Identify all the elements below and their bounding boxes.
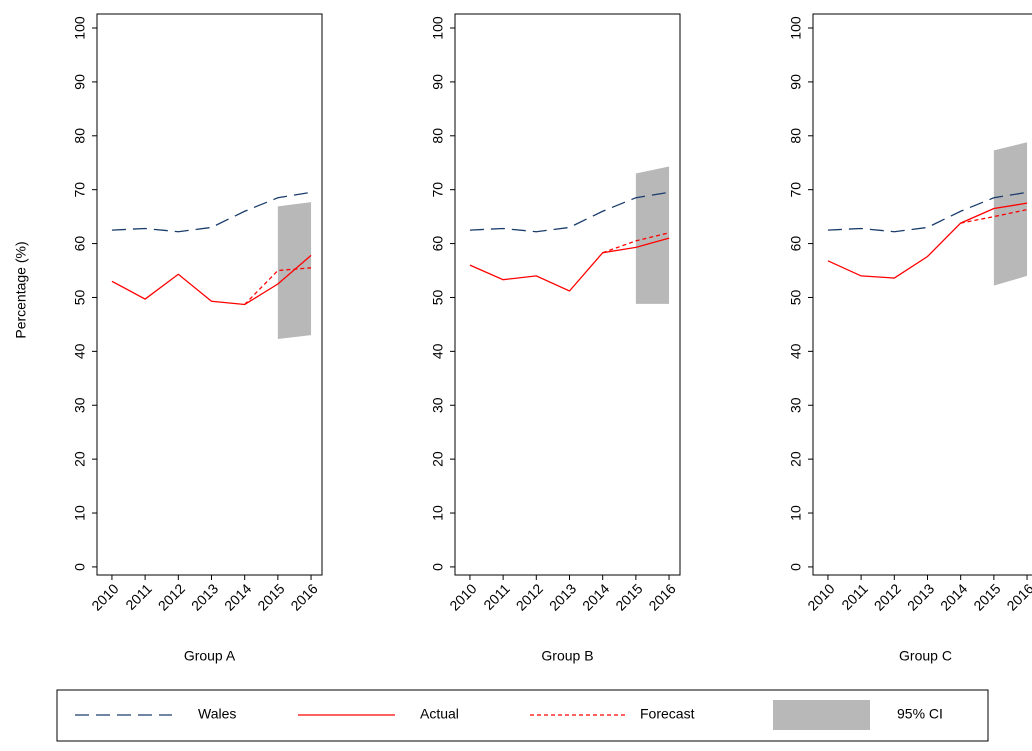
- y-tick-label: 20: [430, 451, 446, 467]
- y-tick-label: 100: [430, 16, 446, 40]
- x-tick-label: 2010: [446, 580, 479, 613]
- y-tick-label: 90: [430, 74, 446, 90]
- ci-band: [993, 142, 1028, 286]
- y-tick-label: 0: [430, 563, 446, 571]
- series-line: [827, 202, 1028, 279]
- plot-frame: [96, 13, 323, 576]
- legend-label: Wales: [198, 706, 236, 722]
- series-line: [111, 191, 312, 233]
- x-tick-label: 2010: [804, 580, 837, 613]
- y-tick-label: 100: [72, 16, 88, 40]
- y-tick-label: 0: [72, 563, 88, 571]
- x-tick-label: 2014: [579, 580, 612, 613]
- y-tick-label: 60: [72, 236, 88, 252]
- legend-label: Actual: [420, 706, 459, 722]
- y-tick-label: 50: [430, 289, 446, 305]
- x-tick-label: 2012: [155, 580, 188, 613]
- x-tick-label: 2015: [612, 580, 645, 613]
- y-tick-label: 0: [788, 563, 804, 571]
- x-tick-label: 2010: [88, 580, 121, 613]
- legend: [56, 689, 989, 742]
- x-tick-label: 2013: [904, 580, 937, 613]
- y-tick-label: 10: [788, 505, 804, 521]
- y-tick-label: 50: [788, 289, 804, 305]
- plot-frame: [812, 13, 1032, 576]
- series-line: [827, 191, 1028, 233]
- y-axis-label: Percentage (%): [13, 241, 29, 338]
- y-tick-label: 70: [72, 182, 88, 198]
- x-tick-label: 2011: [122, 580, 155, 613]
- y-tick-label: 10: [430, 505, 446, 521]
- y-tick-label: 50: [72, 289, 88, 305]
- y-tick-label: 80: [72, 128, 88, 144]
- y-tick-label: 10: [72, 505, 88, 521]
- y-tick-label: 90: [72, 74, 88, 90]
- series-line: [960, 208, 1028, 224]
- x-tick-label: 2014: [937, 580, 970, 613]
- y-tick-label: 60: [430, 236, 446, 252]
- series-line: [111, 254, 312, 306]
- series-line: [469, 237, 670, 292]
- y-tick-label: 40: [430, 343, 446, 359]
- legend-label: Forecast: [640, 706, 695, 722]
- x-tick-label: 2011: [480, 580, 513, 613]
- y-tick-label: 70: [788, 182, 804, 198]
- x-tick-label: 2016: [287, 580, 320, 613]
- x-tick-label: 2011: [838, 580, 871, 613]
- x-tick-label: 2013: [546, 580, 579, 613]
- x-tick-label: 2015: [970, 580, 1003, 613]
- series-line: [602, 232, 670, 254]
- x-tick-label: 2014: [221, 580, 254, 613]
- y-tick-label: 60: [788, 236, 804, 252]
- x-tick-label: 2016: [1003, 580, 1032, 613]
- x-tick-label: 2015: [254, 580, 287, 613]
- plot-frame: [454, 13, 681, 576]
- x-axis-label: Group C: [899, 648, 952, 664]
- x-axis-label: Group B: [541, 648, 593, 664]
- y-tick-label: 40: [72, 343, 88, 359]
- series-line: [244, 267, 312, 305]
- x-tick-label: 2013: [188, 580, 221, 613]
- y-tick-label: 30: [72, 397, 88, 413]
- ci-band: [635, 166, 670, 304]
- y-tick-label: 100: [788, 16, 804, 40]
- series-line: [469, 191, 670, 233]
- y-tick-label: 80: [788, 128, 804, 144]
- x-tick-label: 2016: [645, 580, 678, 613]
- y-tick-label: 90: [788, 74, 804, 90]
- legend-label: 95% CI: [897, 706, 943, 722]
- y-tick-label: 20: [72, 451, 88, 467]
- x-tick-label: 2012: [871, 580, 904, 613]
- legend-swatch: [773, 700, 870, 730]
- y-tick-label: 20: [788, 451, 804, 467]
- y-tick-label: 30: [430, 397, 446, 413]
- x-tick-label: 2012: [513, 580, 546, 613]
- y-tick-label: 40: [788, 343, 804, 359]
- y-tick-label: 30: [788, 397, 804, 413]
- x-axis-label: Group A: [184, 648, 236, 664]
- y-tick-label: 80: [430, 128, 446, 144]
- y-tick-label: 70: [430, 182, 446, 198]
